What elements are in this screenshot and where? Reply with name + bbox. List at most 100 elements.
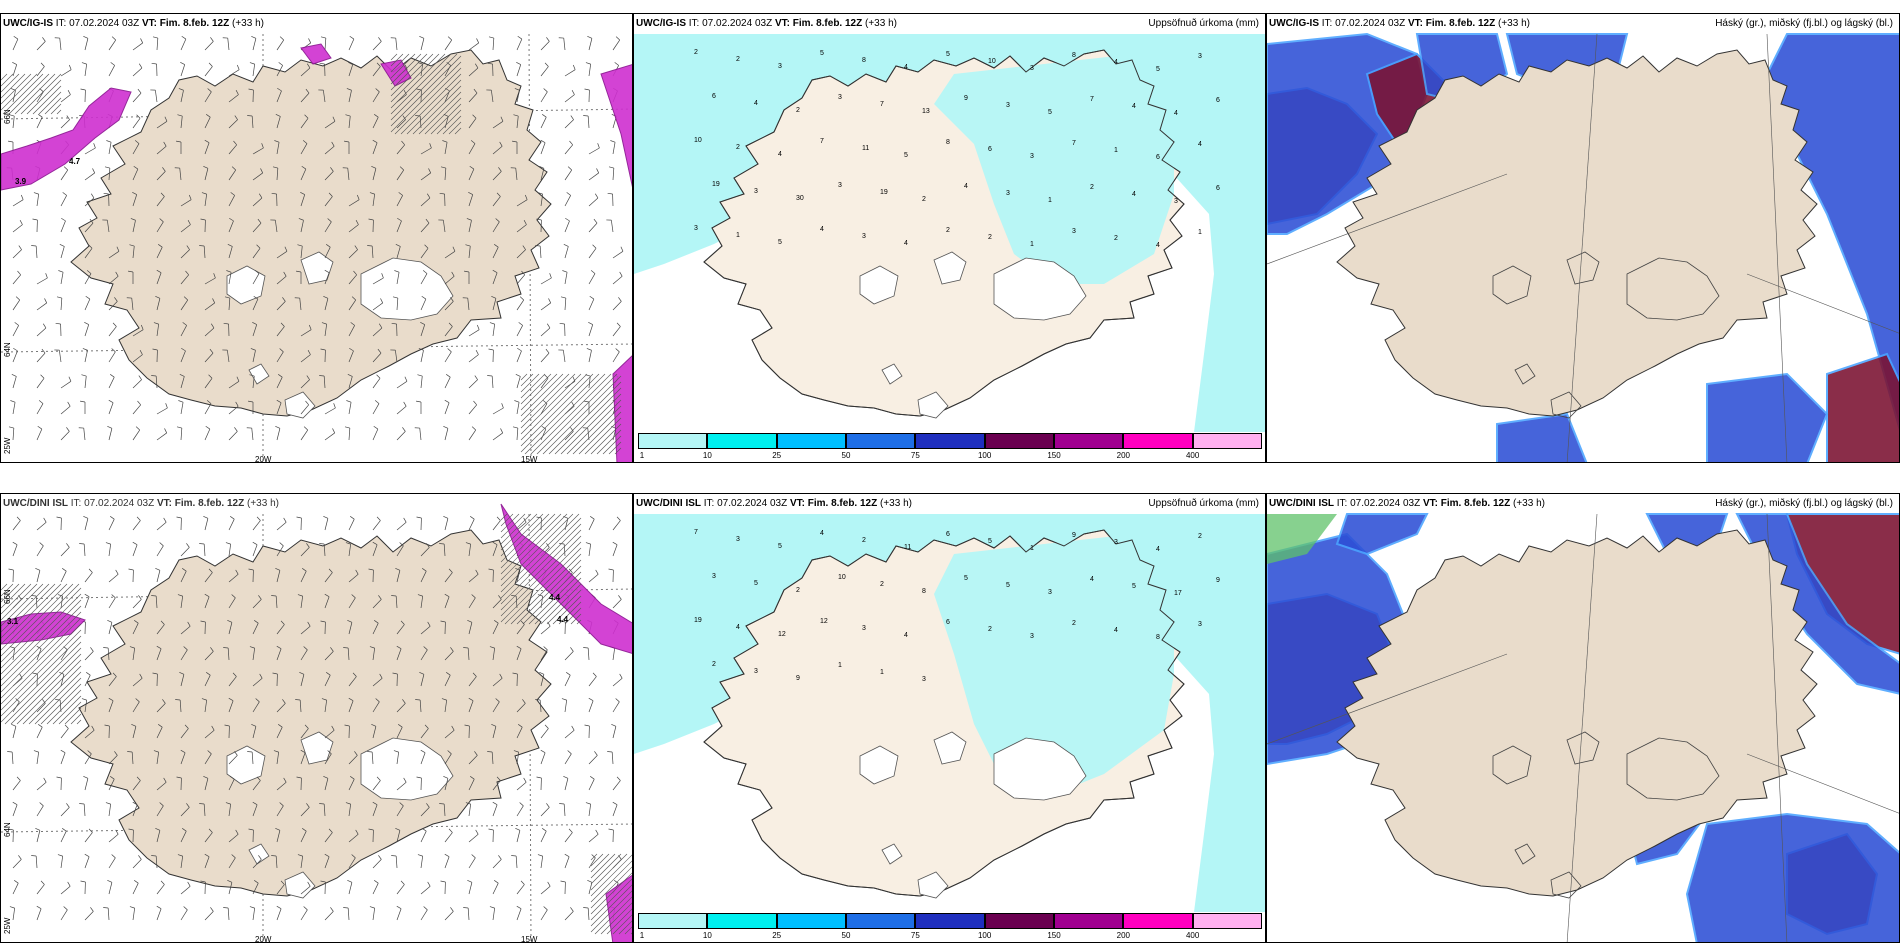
wind-barb-flag (615, 698, 620, 703)
wind-barb (372, 194, 376, 207)
wind-barb (396, 908, 402, 921)
wind-barb-flag (489, 646, 495, 649)
wind-barb (180, 325, 187, 337)
wind-barb (252, 324, 258, 337)
wind-barb-flag (416, 516, 422, 519)
wind-barb-flag (377, 348, 382, 354)
wind-barb-flag (157, 244, 163, 248)
wind-barb-flag (544, 724, 549, 729)
precip-value-label: 9 (964, 95, 968, 102)
wind-barb (204, 352, 214, 363)
wind-barb-flag (612, 801, 618, 806)
wind-barb (228, 94, 239, 103)
wind-barb-flag (233, 140, 237, 146)
colorbar-tick: 10 (702, 451, 712, 460)
wind-barb-flag (541, 425, 547, 430)
wind-barb-flag (475, 350, 479, 355)
wind-barb (180, 274, 189, 285)
graticule (1766, 33, 1788, 462)
wind-barb-flag (283, 777, 287, 783)
wind-barb (372, 378, 381, 389)
wind-barb (36, 570, 41, 583)
wind-barb (108, 351, 116, 363)
wind-barb (228, 220, 234, 233)
wind-barb-flag (163, 141, 167, 147)
wind-barb (84, 64, 88, 77)
wind-barb (276, 39, 285, 51)
wind-barb (492, 171, 502, 181)
wind-barb-flag (210, 647, 214, 652)
wind-barb (276, 276, 287, 285)
wind-barb-flag (451, 725, 455, 731)
wind-barb-flag (55, 322, 61, 325)
wind-barb-flag (473, 88, 478, 94)
wind-barb-flag (472, 672, 477, 677)
wind-barb (156, 624, 165, 635)
hatch-line (390, 53, 458, 121)
wind-barb-flag (347, 373, 353, 377)
wind-barb-flag (450, 907, 454, 912)
wind-barb (132, 246, 135, 259)
wind-barb-flag (271, 192, 277, 195)
wind-barb-flag (448, 568, 453, 573)
wind-barb-flag (583, 647, 589, 649)
precip-value-label: 4 (1114, 59, 1118, 66)
precip-value-label: 1 (838, 662, 842, 669)
wind-barb (444, 116, 449, 129)
wind-barb-flag (81, 698, 87, 701)
hatch-line (1, 599, 82, 681)
wind-barb (394, 350, 398, 363)
wind-barb-flag (536, 218, 542, 221)
wind-barb-flag (261, 143, 264, 149)
wind-barb (588, 324, 594, 337)
wind-barb (516, 274, 525, 285)
wind-barb (36, 302, 47, 311)
wind-barb (12, 116, 15, 129)
graticule (1766, 513, 1788, 942)
wind-barb-flag (540, 749, 546, 754)
precip-value-label: 13 (922, 108, 930, 115)
wind-barb-flag (164, 428, 168, 434)
wind-barb (108, 65, 115, 77)
wind-barb (539, 700, 542, 713)
wind-barb (83, 428, 86, 441)
wind-barb-flag (207, 88, 212, 93)
wind-barb-flag (426, 543, 430, 548)
wind-barb-flag (31, 245, 37, 247)
wind-barb-flag (416, 400, 422, 403)
hatch-line (424, 97, 462, 135)
wind-barb (60, 596, 64, 609)
wind-barb (372, 41, 382, 51)
wind-barb-flag (296, 516, 302, 519)
wind-barb-flag (302, 140, 308, 144)
wind-value-label: 4.4 (549, 593, 561, 602)
wind-barb-flag (116, 246, 120, 252)
wind-barb (396, 220, 402, 233)
precip-value-label: 3 (1006, 190, 1010, 197)
precip-value-label: 3 (1048, 589, 1052, 596)
hatch-line (436, 109, 462, 135)
wind-barb-flag (447, 348, 452, 353)
wind-barb-flag (349, 35, 355, 40)
wind-barb (132, 908, 136, 921)
wind-barb-flag (517, 724, 523, 728)
wind-barb (60, 246, 65, 259)
wind-barb-flag (354, 751, 358, 756)
wind-barb-flag (352, 672, 357, 677)
hatch-line (530, 373, 612, 455)
wind-barb-flag (584, 88, 590, 91)
wind-barb-flag (463, 907, 469, 909)
wind-barb-flag (138, 595, 142, 600)
wind-barb (372, 66, 381, 77)
hatch-line (1, 73, 32, 105)
wind-barb-flag (560, 296, 566, 299)
precip-value-label: 3 (1174, 198, 1178, 205)
wind-barb-flag (16, 516, 21, 521)
wind-barb (84, 832, 93, 843)
wind-barb (492, 247, 499, 259)
wind-barb (612, 544, 618, 557)
wind-barb (108, 39, 117, 51)
wind-barb-flag (183, 646, 188, 651)
wind-barb (540, 327, 551, 337)
wind-barb-flag (517, 347, 522, 352)
